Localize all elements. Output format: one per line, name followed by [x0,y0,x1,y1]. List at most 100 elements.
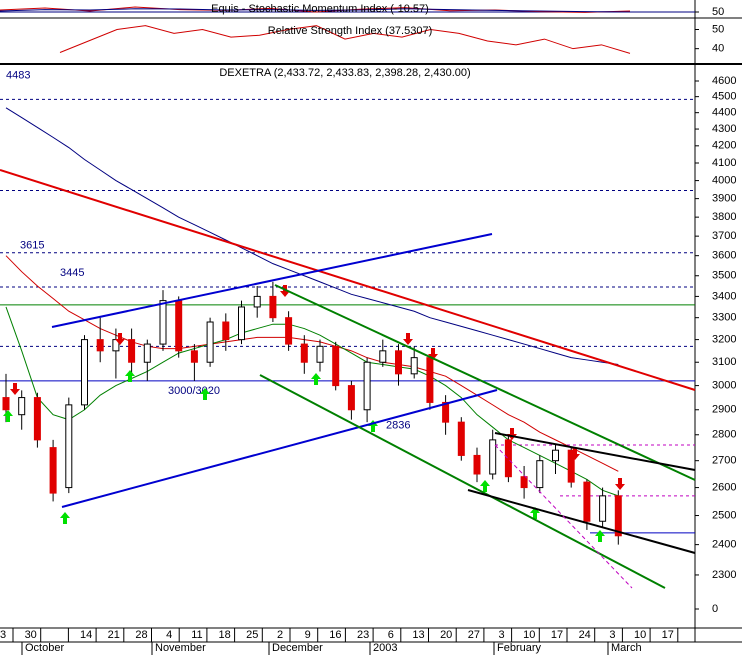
buy-arrow [3,410,13,422]
candle-body [206,321,214,363]
candle-body [18,397,26,416]
trendline [467,489,696,554]
x-tick-label: 13 [412,629,424,641]
buy-arrow [311,373,321,385]
y-tick-label: 2700 [712,455,736,467]
candle-body [222,321,230,341]
stochastic-title: Equis - Stochastic Momentum Index (-10.5… [211,3,429,15]
candle-body [552,449,559,462]
rsi-line [59,25,631,54]
x-tick-label: 11 [191,629,202,641]
trendline [0,169,696,391]
y-tick-label: 3700 [712,230,736,242]
candle-body [332,345,340,387]
month-label: December [272,642,323,654]
sell-arrow [10,383,20,395]
y-tick-label: 3800 [712,211,736,223]
buy-arrow [595,530,605,542]
candle-body [238,306,245,341]
rsi-tick-label: 50 [712,23,724,35]
month-label: 2003 [373,642,397,654]
x-tick-label: 2 [277,629,283,641]
candle-body [347,385,355,411]
buy-arrow [480,480,490,492]
x-tick-label: 3 [499,629,505,641]
y-tick-label: 4200 [712,140,736,152]
candle-body [81,339,88,406]
candle-body [2,397,10,411]
candle-body [285,317,293,345]
plot: 4600450044004300420041004000390038003700… [0,6,736,655]
x-tick-label: 18 [218,629,230,641]
y-tick-label: 2800 [712,429,736,441]
y-tick-label: 3500 [712,270,736,282]
sell-arrow [570,448,580,460]
y-tick-label: 3300 [712,312,736,324]
sell-arrow [280,285,290,297]
month-label: February [497,642,542,654]
candle-body [190,350,198,363]
chart-title: DEXETRA (2,433.72, 2,433.83, 2,398.28, 2… [219,67,470,79]
x-tick-label: 21 [108,629,120,641]
candle-body [520,476,528,489]
y-tick-label: 3200 [712,334,736,346]
sell-arrow [615,478,625,490]
trendline [274,284,696,481]
x-tick-label: 17 [662,629,674,641]
candle-body [33,397,41,441]
moving-average [5,306,619,497]
month-label: November [155,642,206,654]
trendline [494,432,696,471]
y-tick-label: 4400 [712,107,736,119]
buy-arrow [60,512,70,524]
x-tick-label: 17 [551,629,563,641]
y-tick-label: 2900 [712,404,736,416]
candle-body [363,361,371,411]
y-tick-label: 4500 [712,91,736,103]
buy-arrow [125,370,135,382]
candle-body [599,495,607,522]
y-tick-label: 2300 [712,569,736,581]
candle-body [442,401,450,423]
x-tick-label: 9 [305,629,311,641]
candle-body [128,339,136,363]
y-tick-label: 3400 [712,290,736,302]
y-tick-label: 4300 [712,123,736,135]
x-tick-label: 20 [440,629,452,641]
candle-body [143,343,151,363]
y-tick-label: 3900 [712,193,736,205]
candle-body [159,300,167,345]
candle-body [96,339,104,352]
x-tick-label: 28 [135,629,147,641]
x-tick-label: 14 [80,629,92,641]
y-tick-label: 4100 [712,157,736,169]
candle-body [473,454,481,475]
candle-body [567,449,575,483]
candle-body [583,481,591,522]
candle-body [504,439,512,478]
x-tick-label: 23 [357,629,369,641]
candle-body [395,350,402,375]
candle-body [316,345,324,363]
sell-arrow [115,333,125,345]
stochastic-tick-label: 50 [712,6,724,18]
x-tick-label: 4 [166,629,172,641]
y-tick-label: 2500 [712,509,736,521]
level-label: 3445 [60,267,84,279]
level-label: 4483 [6,69,30,81]
moving-average [5,255,619,472]
trendline [61,389,498,508]
level-label: 2836 [386,420,410,432]
candle-body [253,295,261,308]
x-tick-label: 6 [388,629,394,641]
x-tick-label: 27 [468,629,480,641]
candle-body [379,350,387,363]
y-tick-label: 2600 [712,481,736,493]
y-tick-label: 3600 [712,250,736,262]
month-label: October [25,642,64,654]
candle-body [426,357,434,403]
rsi-title: Relative Strength Index (37.5307) [268,25,433,37]
x-tick-label: 30 [25,629,37,641]
x-tick-label: 3 [0,629,6,641]
